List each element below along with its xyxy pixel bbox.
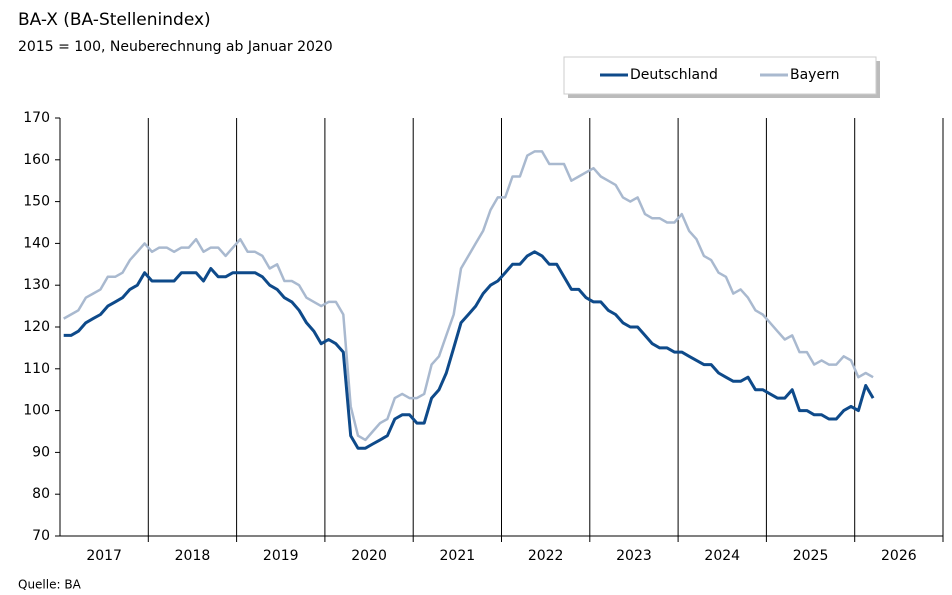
chart-subtitle: 2015 = 100, Neuberechnung ab Januar 2020 <box>18 39 333 55</box>
x-tick-label: 2017 <box>86 548 122 564</box>
y-tick-label: 160 <box>23 152 50 168</box>
line-series <box>63 250 875 450</box>
y-tick-label: 120 <box>23 319 50 335</box>
x-tick-label: 2020 <box>351 548 387 564</box>
y-tick-label: 90 <box>32 444 50 460</box>
x-tick-label: 2018 <box>175 548 211 564</box>
y-tick-label: 130 <box>23 277 50 293</box>
x-tick-label: 2024 <box>704 548 740 564</box>
y-tick-label: 140 <box>23 235 50 251</box>
x-tick-label: 2025 <box>793 548 829 564</box>
chart-title: BA-X (BA-Stellenindex) <box>18 10 211 30</box>
y-tick-label: 70 <box>32 528 50 544</box>
y-tick-label: 170 <box>23 110 50 126</box>
x-tick-label: 2019 <box>263 548 299 564</box>
line-series <box>63 150 874 442</box>
x-tick-label: 2022 <box>528 548 564 564</box>
legend-label: Bayern <box>790 67 839 83</box>
source-note: Quelle: BA <box>18 578 82 592</box>
x-tick-label: 2021 <box>440 548 476 564</box>
x-tick-label: 2026 <box>881 548 917 564</box>
legend-label: Deutschland <box>630 67 718 83</box>
y-tick-label: 80 <box>32 486 50 502</box>
x-tick-label: 2023 <box>616 548 652 564</box>
y-tick-label: 110 <box>23 361 50 377</box>
y-tick-label: 150 <box>23 194 50 210</box>
y-tick-label: 100 <box>23 403 50 419</box>
